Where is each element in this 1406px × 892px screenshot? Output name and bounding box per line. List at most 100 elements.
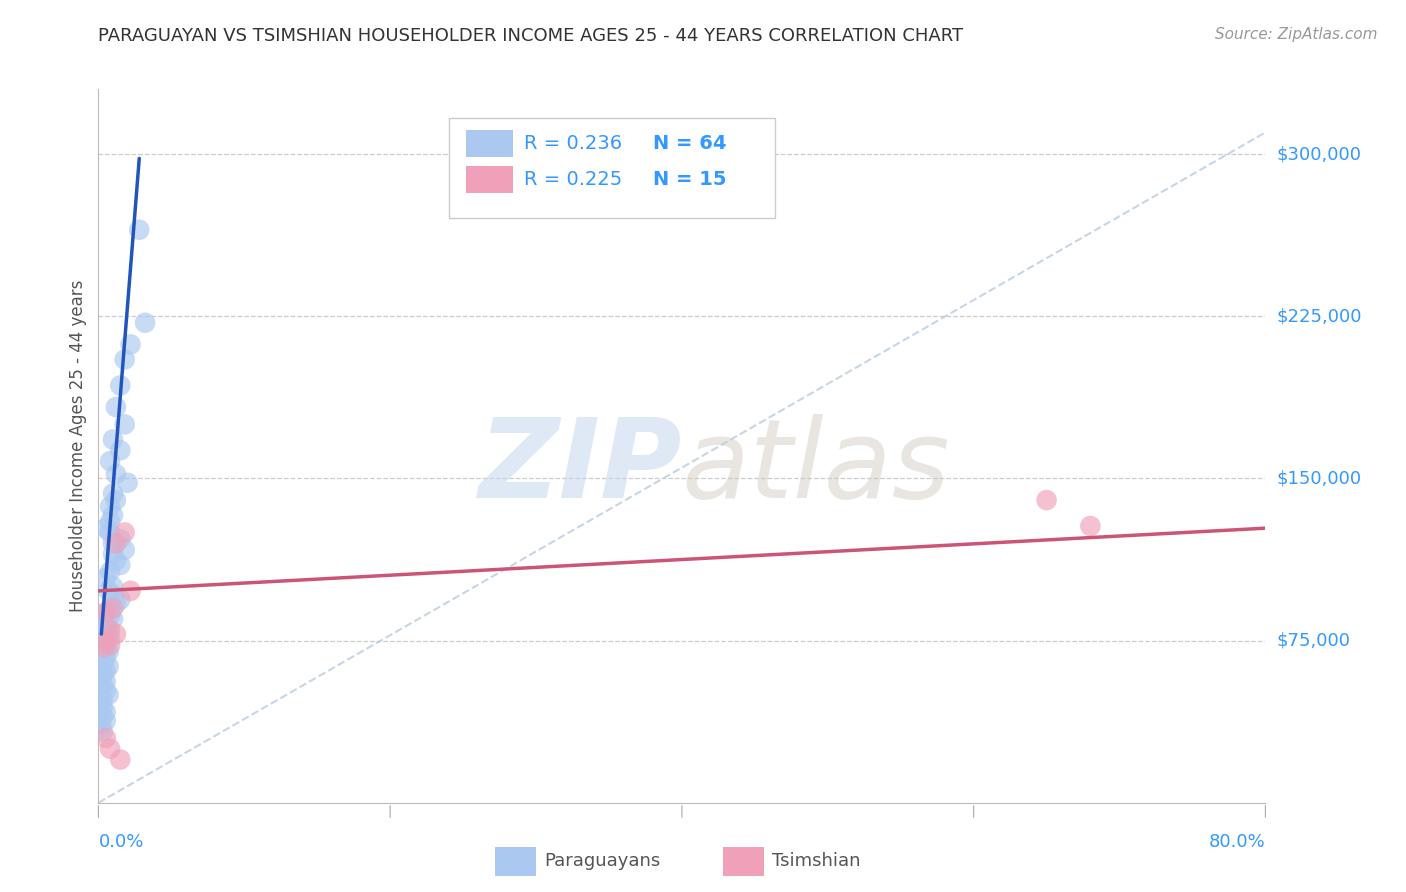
Point [97, 688, 120, 702]
Point [101, 601, 124, 615]
Point [120, 337, 142, 351]
Point [94, 571, 117, 585]
Point [94, 636, 117, 650]
Point [90, 696, 112, 710]
Point [94, 633, 117, 648]
Point [94, 642, 117, 657]
Point [91, 677, 114, 691]
Point [91, 692, 114, 706]
Text: $225,000: $225,000 [1277, 307, 1362, 326]
Bar [723, 847, 763, 876]
Point [94, 714, 117, 728]
Text: 0.0%: 0.0% [98, 833, 143, 851]
Bar [449, 118, 775, 218]
Point [114, 417, 136, 432]
Point [97, 583, 120, 598]
Point [91, 709, 114, 723]
Point [91, 638, 114, 652]
Point [91, 648, 114, 663]
Text: R = 0.225: R = 0.225 [524, 169, 623, 188]
Point [97, 644, 120, 658]
Point [1080, 519, 1102, 533]
Text: atlas: atlas [682, 414, 950, 521]
Point [94, 616, 117, 631]
Point [98, 525, 121, 540]
Point [101, 588, 124, 602]
Point [101, 612, 124, 626]
Y-axis label: Householder Income Ages 25 - 44 years: Householder Income Ages 25 - 44 years [69, 280, 87, 612]
Point [101, 580, 124, 594]
Point [94, 651, 117, 665]
Point [91, 666, 114, 681]
Text: 80.0%: 80.0% [1209, 833, 1265, 851]
Point [110, 753, 132, 767]
Point [101, 547, 124, 561]
Point [101, 433, 124, 447]
Point [114, 542, 136, 557]
Point [110, 532, 132, 546]
Point [98, 500, 121, 514]
Point [114, 352, 136, 367]
Point [98, 638, 121, 652]
Point [101, 486, 124, 500]
Point [91, 700, 114, 714]
Point [90, 718, 112, 732]
Point [114, 525, 136, 540]
Point [98, 623, 121, 637]
Point [128, 223, 150, 237]
Point [98, 632, 121, 646]
Point [110, 378, 132, 392]
Point [94, 606, 117, 620]
Point [97, 627, 120, 641]
Text: N = 64: N = 64 [652, 134, 727, 153]
Point [110, 558, 132, 572]
Point [98, 741, 121, 756]
Point [90, 670, 112, 684]
Text: $150,000: $150,000 [1277, 469, 1361, 487]
Point [94, 664, 117, 678]
Point [110, 443, 132, 458]
Point [94, 683, 117, 698]
Bar [465, 166, 513, 193]
Point [91, 724, 114, 739]
Text: R = 0.236: R = 0.236 [524, 134, 623, 153]
Point [94, 623, 117, 637]
Point [97, 659, 120, 673]
Text: Tsimshian: Tsimshian [772, 853, 860, 871]
Point [91, 618, 114, 632]
Point [1035, 493, 1057, 508]
Text: $75,000: $75,000 [1277, 632, 1351, 649]
Text: PARAGUAYAN VS TSIMSHIAN HOUSEHOLDER INCOME AGES 25 - 44 YEARS CORRELATION CHART: PARAGUAYAN VS TSIMSHIAN HOUSEHOLDER INCO… [98, 27, 963, 45]
Point [98, 607, 121, 622]
Point [98, 454, 121, 468]
Text: Source: ZipAtlas.com: Source: ZipAtlas.com [1215, 27, 1378, 42]
Point [94, 731, 117, 745]
Point [104, 627, 127, 641]
Point [117, 475, 139, 490]
Point [104, 553, 127, 567]
Point [110, 592, 132, 607]
Point [94, 521, 117, 535]
Point [134, 316, 156, 330]
Point [91, 655, 114, 669]
Point [104, 467, 127, 482]
Point [104, 400, 127, 414]
Point [94, 674, 117, 689]
Point [101, 508, 124, 523]
Point [91, 640, 114, 654]
Text: N = 15: N = 15 [652, 169, 727, 188]
Point [94, 705, 117, 719]
Bar [495, 847, 536, 876]
Point [98, 565, 121, 579]
Point [98, 515, 121, 529]
Point [101, 536, 124, 550]
Bar [465, 130, 513, 157]
Point [104, 493, 127, 508]
Text: ZIP: ZIP [478, 414, 682, 521]
Text: Paraguayans: Paraguayans [544, 853, 661, 871]
Point [120, 583, 142, 598]
Point [104, 597, 127, 611]
Point [98, 601, 121, 615]
Point [94, 606, 117, 620]
Text: $300,000: $300,000 [1277, 145, 1361, 163]
